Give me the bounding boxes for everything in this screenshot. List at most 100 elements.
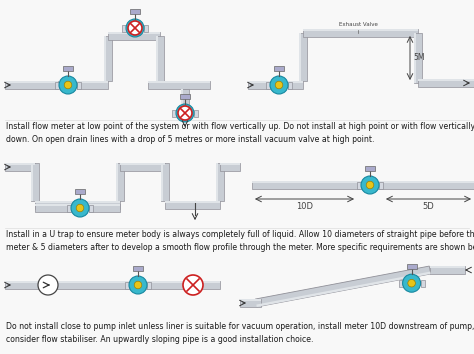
Bar: [104, 36, 112, 81]
Circle shape: [129, 276, 147, 294]
Bar: [89, 205, 93, 211]
Circle shape: [178, 106, 192, 120]
Bar: [418, 79, 474, 87]
Bar: [357, 182, 361, 188]
Bar: [407, 264, 417, 269]
Circle shape: [270, 76, 288, 94]
Bar: [248, 81, 270, 83]
Bar: [399, 280, 402, 287]
Bar: [31, 163, 33, 201]
Bar: [303, 29, 418, 37]
Text: Do not install close to pump inlet unless liner is suitable for vacuum operation: Do not install close to pump inlet unles…: [6, 322, 474, 343]
Polygon shape: [255, 266, 431, 307]
Bar: [180, 94, 190, 99]
Bar: [130, 9, 140, 14]
Bar: [172, 109, 176, 116]
Bar: [67, 205, 71, 211]
Bar: [35, 201, 120, 209]
Bar: [35, 204, 71, 206]
Bar: [430, 266, 465, 274]
Bar: [365, 166, 375, 171]
Bar: [108, 32, 160, 40]
Bar: [414, 33, 416, 83]
Bar: [77, 81, 108, 83]
Bar: [288, 81, 303, 83]
Bar: [35, 201, 120, 203]
Bar: [299, 33, 307, 81]
Bar: [5, 281, 220, 283]
Bar: [420, 280, 425, 287]
Polygon shape: [256, 272, 431, 307]
Text: 5M: 5M: [413, 53, 425, 63]
Bar: [77, 81, 81, 88]
Circle shape: [126, 19, 144, 37]
Bar: [194, 109, 198, 116]
Bar: [120, 163, 165, 171]
Bar: [240, 299, 261, 307]
Bar: [89, 204, 120, 206]
Bar: [5, 163, 35, 171]
Bar: [430, 266, 465, 268]
Bar: [165, 201, 220, 209]
Bar: [35, 204, 71, 212]
Bar: [165, 201, 220, 203]
Circle shape: [128, 21, 142, 35]
Bar: [120, 163, 165, 165]
Circle shape: [366, 181, 374, 189]
Circle shape: [38, 275, 58, 295]
Bar: [55, 81, 59, 88]
Text: Exhaust Valve: Exhaust Valve: [338, 22, 377, 27]
Bar: [5, 81, 58, 83]
Bar: [414, 33, 422, 83]
Bar: [5, 81, 58, 89]
Circle shape: [134, 281, 142, 289]
Bar: [108, 32, 160, 34]
Bar: [266, 81, 270, 88]
Bar: [252, 181, 474, 189]
Bar: [161, 163, 163, 201]
Bar: [248, 81, 270, 89]
Circle shape: [131, 24, 139, 32]
Bar: [75, 189, 85, 194]
Bar: [116, 163, 124, 201]
Text: 5D: 5D: [423, 202, 434, 211]
Circle shape: [361, 176, 379, 194]
Bar: [418, 79, 474, 81]
Circle shape: [176, 104, 194, 122]
Bar: [89, 204, 120, 212]
Bar: [148, 81, 210, 83]
Circle shape: [275, 81, 283, 89]
Circle shape: [183, 275, 203, 295]
Bar: [5, 163, 35, 165]
Bar: [5, 281, 220, 289]
Bar: [156, 36, 158, 81]
Bar: [288, 81, 292, 88]
Bar: [220, 163, 240, 171]
Bar: [104, 36, 106, 81]
Circle shape: [71, 199, 89, 217]
Bar: [156, 36, 164, 81]
Bar: [379, 182, 383, 188]
Bar: [220, 163, 240, 165]
Bar: [148, 81, 210, 89]
Bar: [252, 181, 474, 183]
Bar: [161, 163, 169, 201]
Bar: [31, 163, 39, 201]
Circle shape: [408, 279, 415, 287]
Bar: [122, 24, 126, 32]
Bar: [77, 81, 108, 89]
Bar: [274, 66, 284, 71]
Bar: [216, 163, 218, 201]
Circle shape: [402, 274, 420, 292]
Circle shape: [64, 81, 72, 89]
Circle shape: [181, 109, 189, 117]
Bar: [299, 33, 301, 81]
Bar: [133, 266, 143, 271]
Text: Install flow meter at low point of the system or with flow vertically up. Do not: Install flow meter at low point of the s…: [6, 122, 474, 143]
Text: Install in a U trap to ensure meter body is always completely full of liquid. Al: Install in a U trap to ensure meter body…: [6, 230, 474, 251]
Circle shape: [59, 76, 77, 94]
Bar: [216, 163, 224, 201]
Bar: [116, 163, 118, 201]
Circle shape: [76, 204, 84, 212]
Bar: [240, 299, 261, 301]
